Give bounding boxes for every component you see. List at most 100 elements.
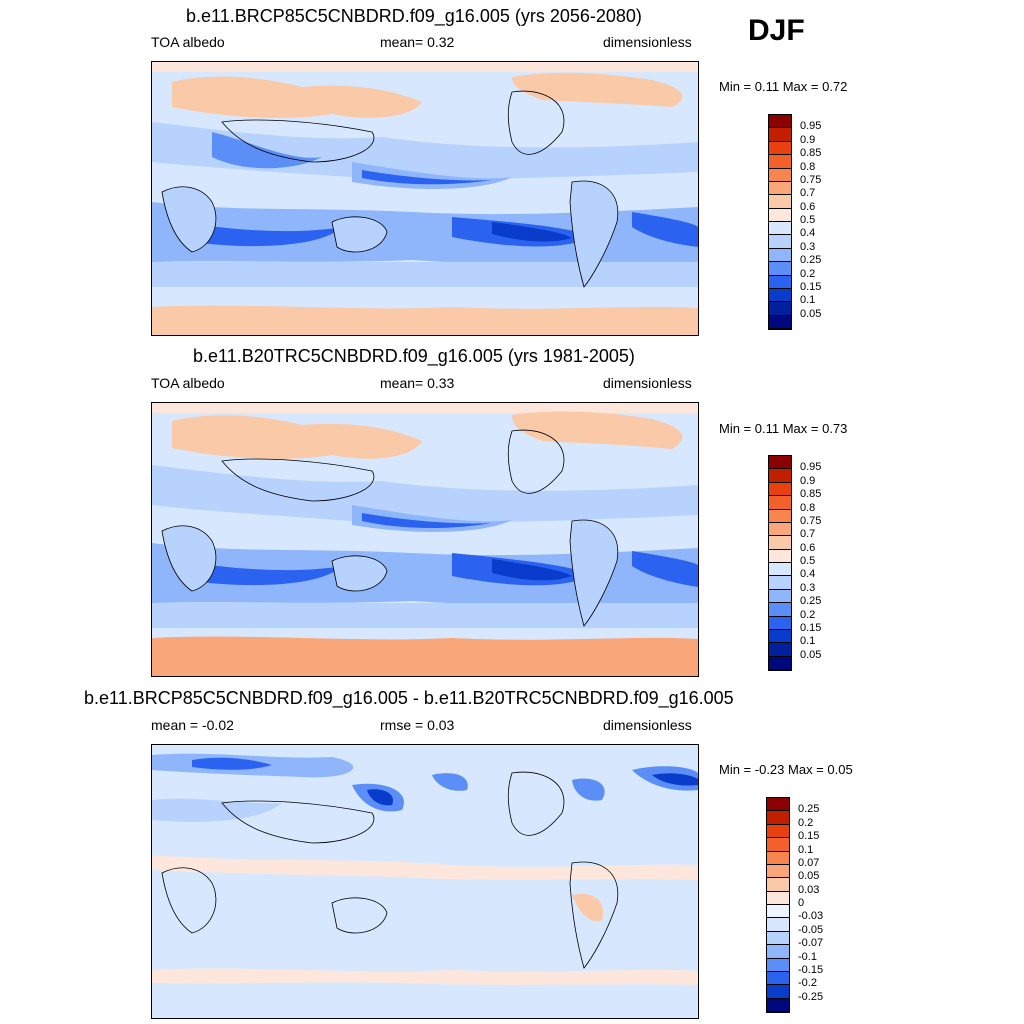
colorbar-swatch [769,262,791,276]
colorbar-tick-label: 0.5 [800,555,816,567]
colorbar-swatch [769,181,791,196]
colorbar-swatch [769,522,791,537]
colorbar-swatch [769,141,791,156]
colorbar-tick-label: 0 [798,897,805,909]
colorbar-swatch [769,536,791,550]
colorbar-swatch [767,851,789,865]
panel-1-title: b.e11.BRCP85C5CNBDRD.f09_g16.005 (yrs 20… [186,6,642,26]
colorbar-tick-label: 0.25 [800,595,822,608]
colorbar-swatch [769,208,791,222]
colorbar-swatch [769,509,791,523]
colorbar-swatch [769,195,791,209]
colorbar-swatch [769,563,791,577]
colorbar-swatch [767,931,789,946]
colorbar-tick-label: 0.5 [800,214,816,226]
colorbar-swatch [767,838,789,852]
colorbar-swatch [767,971,789,986]
colorbar-swatch [769,589,791,604]
panel-1-mean: mean= 0.32 [380,34,455,50]
colorbar-tick-label: -0.07 [798,937,824,950]
colorbar-tick-label: 0.85 [800,147,822,160]
colorbar-tick-label: 0.15 [800,280,822,293]
colorbar-tick-label: 0.15 [800,621,822,634]
colorbar-tick-label: 0.85 [800,488,822,501]
colorbar-swatch [769,482,791,497]
colorbar-tick-label: 0.1 [798,843,814,856]
colorbar-swatch [767,918,789,932]
colorbar-tick-label: 0.95 [800,120,822,133]
colorbar-swatch [769,576,791,590]
colorbar-swatch [767,878,789,892]
colorbar-tick-label: 0.6 [800,200,816,213]
panel-3-colorbar-swatches [766,797,790,1013]
colorbar-swatch [769,168,791,182]
colorbar-swatch [767,905,789,919]
panel-1-contour-field [152,62,698,335]
panel-2-colorbar-swatches [768,455,792,671]
panel-3-contour-field [152,745,698,1018]
panel-3-mean: mean = -0.02 [151,717,234,733]
colorbar-swatch [767,998,789,1012]
colorbar-swatch [769,248,791,263]
panel-3-units: dimensionless [603,717,692,733]
colorbar-tick-label: 0.4 [800,568,816,581]
colorbar-tick-label: 0.95 [800,461,822,474]
panel-2-minmax: Min = 0.11 Max = 0.73 [719,421,848,436]
panel-2-map [151,402,699,677]
colorbar-tick-label: -0.03 [798,910,824,923]
panel-2-mean: mean= 0.33 [380,375,455,391]
panel-3-rmse: rmse = 0.03 [380,717,455,733]
colorbar-swatch [769,643,791,657]
colorbar-tick-label: 0.05 [798,870,820,883]
colorbar-swatch [769,302,791,316]
colorbar-tick-label: -0.2 [798,977,817,990]
colorbar-swatch [769,629,791,644]
colorbar-tick-label: 0.1 [800,635,816,648]
colorbar-swatch [769,549,791,563]
colorbar-tick-label: 0.8 [800,160,816,173]
colorbar-tick-label: 0.4 [800,227,816,240]
season-label: DJF [748,14,805,47]
colorbar-tick-label: 0.8 [800,501,816,514]
panel-2-variable-label: TOA albedo [151,375,225,391]
colorbar-tick-label: 0.03 [798,883,820,896]
panel-1-minmax: Min = 0.11 Max = 0.72 [719,79,848,94]
colorbar-tick-label: 0.15 [798,830,820,843]
panel-3-title: b.e11.BRCP85C5CNBDRD.f09_g16.005 - b.e11… [84,688,734,708]
panel-2-contour-field [152,403,698,676]
colorbar-swatch [769,115,791,129]
colorbar-swatch [769,128,791,142]
colorbar-tick-label: 0.3 [800,581,816,594]
panel-2-units: dimensionless [603,375,692,391]
colorbar-swatch [769,288,791,303]
colorbar-swatch [767,864,789,879]
colorbar-swatch [769,222,791,236]
panel-3-map [151,744,699,1019]
colorbar-swatch [767,945,789,959]
colorbar-tick-label: 0.6 [800,541,816,554]
colorbar-swatch [767,811,789,825]
colorbar-tick-label: -0.1 [798,950,817,963]
colorbar-tick-label: 0.1 [800,294,816,307]
colorbar-swatch [767,891,789,905]
colorbar-swatch [769,469,791,483]
colorbar-tick-label: 0.75 [800,514,822,527]
colorbar-tick-label: 0.25 [800,254,822,267]
colorbar-swatch [769,275,791,289]
colorbar-tick-label: 0.2 [800,267,816,280]
colorbar-tick-label: 0.75 [800,173,822,186]
colorbar-swatch [769,315,791,329]
colorbar-swatch [769,496,791,510]
colorbar-tick-label: 0.2 [798,816,814,829]
colorbar-swatch [769,456,791,470]
panel-2-title: b.e11.B20TRC5CNBDRD.f09_g16.005 (yrs 198… [193,346,635,366]
panel-1-colorbar: 0.95 0.9 0.85 0.8 0.75 0.7 0.6 0.5 0.4 0.3 0.25 0.2… [768,114,868,330]
panel-1-map [151,61,699,336]
colorbar-tick-label: 0.9 [800,133,816,146]
colorbar-swatch [769,616,791,630]
colorbar-swatch [767,798,789,812]
colorbar-swatch [767,985,789,999]
colorbar-tick-label: 0.7 [800,187,816,200]
panel-2-colorbar: 0.95 0.9 0.85 0.8 0.75 0.7 0.6 0.5 0.4 0.3 0.25 0.2… [768,455,868,671]
colorbar-tick-label: 0.2 [800,608,816,621]
